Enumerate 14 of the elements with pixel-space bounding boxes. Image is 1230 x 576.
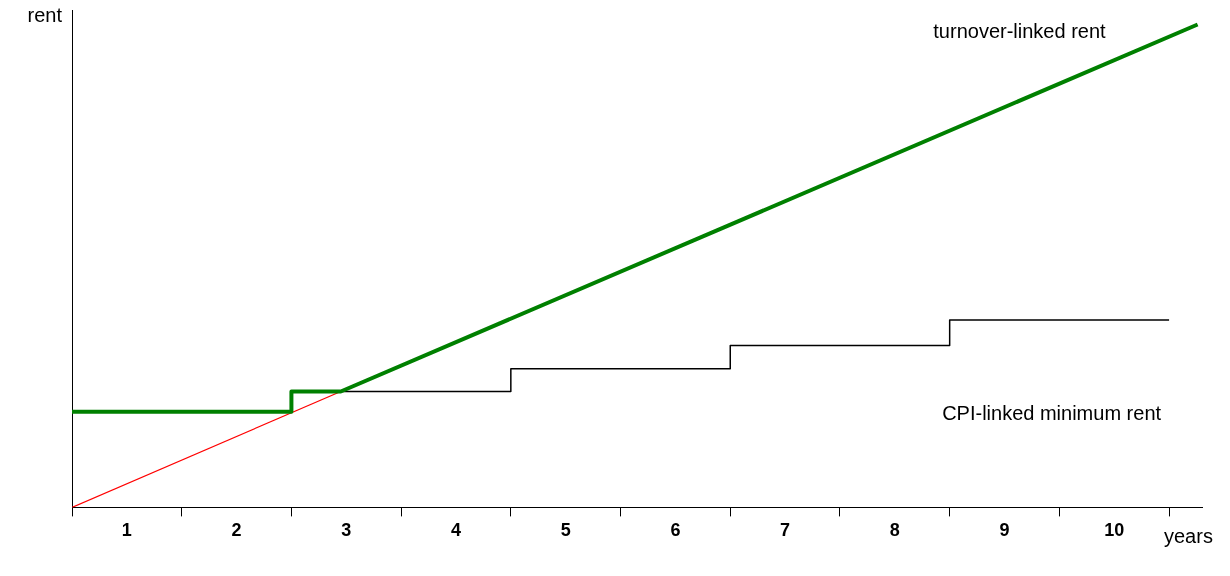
x-tick-label: 10 — [1104, 520, 1125, 541]
x-axis-title: years — [1164, 525, 1213, 548]
x-tick-label: 8 — [889, 520, 900, 541]
text: CPI-linked minimum rent — [942, 402, 1162, 425]
y-axis-title: rent — [27, 4, 63, 26]
x-tick-label: 2 — [231, 520, 242, 541]
x-tick-label: 1 — [121, 520, 132, 541]
x-tick-label: 7 — [780, 520, 791, 541]
x-tick-label: 5 — [560, 520, 571, 541]
x-tick-label: 9 — [999, 520, 1010, 541]
x-tick-label: 4 — [450, 520, 461, 541]
x-tick-label: 3 — [341, 520, 352, 541]
series-label: turnover-linked rent — [933, 20, 1107, 43]
x-tick-label: 6 — [670, 520, 681, 541]
